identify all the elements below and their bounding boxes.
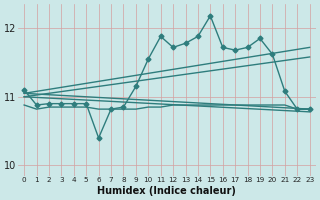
- X-axis label: Humidex (Indice chaleur): Humidex (Indice chaleur): [98, 186, 236, 196]
